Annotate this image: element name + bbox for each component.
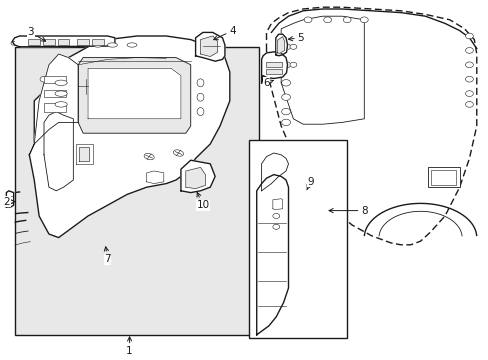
Text: 7: 7: [104, 247, 111, 264]
Circle shape: [281, 94, 290, 100]
Text: 5: 5: [288, 33, 304, 43]
Bar: [58, 39, 69, 45]
Ellipse shape: [55, 80, 67, 85]
Polygon shape: [88, 68, 181, 119]
Circle shape: [281, 119, 290, 126]
Polygon shape: [79, 147, 89, 161]
Ellipse shape: [197, 79, 203, 87]
Bar: [430, 170, 455, 185]
Bar: [92, 39, 103, 45]
Circle shape: [40, 76, 48, 82]
Ellipse shape: [197, 93, 203, 101]
Ellipse shape: [55, 91, 67, 96]
Bar: [43, 39, 55, 45]
Polygon shape: [275, 34, 287, 56]
Polygon shape: [76, 144, 93, 164]
Ellipse shape: [93, 43, 102, 47]
Text: 3: 3: [27, 27, 45, 41]
Bar: [265, 62, 281, 67]
Circle shape: [281, 80, 290, 86]
Circle shape: [272, 213, 279, 219]
Polygon shape: [29, 54, 78, 155]
Polygon shape: [200, 36, 217, 57]
Circle shape: [281, 108, 290, 115]
Bar: [249, 140, 346, 338]
Circle shape: [323, 17, 331, 23]
Text: 6: 6: [263, 78, 273, 88]
Bar: [28, 39, 40, 45]
Polygon shape: [78, 58, 190, 133]
Text: 10: 10: [196, 193, 209, 210]
Polygon shape: [281, 16, 364, 124]
Text: 9: 9: [306, 177, 313, 190]
Circle shape: [304, 17, 311, 23]
Text: 8: 8: [328, 206, 367, 216]
Text: 1: 1: [126, 337, 133, 356]
Polygon shape: [6, 191, 14, 207]
Polygon shape: [181, 160, 215, 193]
Ellipse shape: [173, 150, 183, 156]
Circle shape: [360, 17, 367, 23]
Circle shape: [289, 62, 296, 67]
Ellipse shape: [144, 153, 154, 160]
Circle shape: [465, 62, 472, 68]
Polygon shape: [29, 36, 229, 238]
Ellipse shape: [55, 102, 67, 107]
Polygon shape: [146, 171, 163, 184]
Polygon shape: [261, 52, 287, 83]
Polygon shape: [277, 37, 284, 53]
Ellipse shape: [197, 108, 203, 116]
Polygon shape: [44, 112, 73, 191]
Circle shape: [281, 44, 290, 50]
Polygon shape: [185, 167, 205, 189]
Bar: [44, 103, 66, 112]
Circle shape: [465, 102, 472, 107]
Bar: [15, 47, 259, 335]
Polygon shape: [261, 153, 288, 191]
Circle shape: [281, 62, 290, 68]
Polygon shape: [195, 32, 224, 61]
Circle shape: [272, 203, 279, 208]
Circle shape: [343, 17, 350, 23]
Polygon shape: [272, 199, 282, 210]
Circle shape: [289, 44, 296, 49]
Ellipse shape: [107, 43, 117, 47]
Bar: [427, 167, 459, 187]
Bar: [265, 69, 281, 74]
Bar: [77, 39, 89, 45]
Circle shape: [465, 91, 472, 96]
Circle shape: [465, 76, 472, 82]
Text: 2: 2: [3, 197, 15, 207]
Bar: [44, 76, 66, 83]
Ellipse shape: [127, 43, 137, 47]
Text: 4: 4: [213, 26, 235, 40]
Polygon shape: [256, 175, 288, 335]
Polygon shape: [266, 7, 476, 245]
Polygon shape: [12, 36, 115, 47]
Circle shape: [465, 33, 472, 39]
Circle shape: [465, 48, 472, 53]
Bar: [44, 90, 66, 97]
Circle shape: [272, 224, 279, 229]
